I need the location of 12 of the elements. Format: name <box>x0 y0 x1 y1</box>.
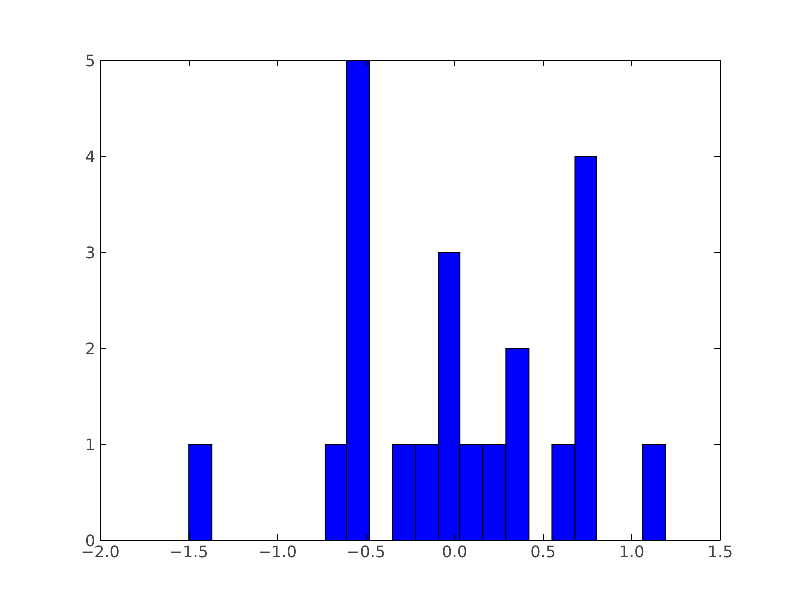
x-tick-label: 1.0 <box>619 542 645 562</box>
y-tick-label: 2 <box>85 340 96 358</box>
x-tick-label: 1.5 <box>708 542 734 562</box>
x-tick-label: −1.0 <box>258 542 298 562</box>
y-tick-label: 1 <box>85 436 96 454</box>
x-tick-label: 0.0 <box>442 542 468 562</box>
y-tick-label: 4 <box>85 148 96 166</box>
y-tick-label: 5 <box>85 52 96 70</box>
x-tick-label: 0.5 <box>530 542 556 562</box>
y-tick-label: 3 <box>85 244 96 262</box>
x-tick-label: −0.5 <box>346 542 386 562</box>
x-tick-label: −1.5 <box>170 542 209 562</box>
